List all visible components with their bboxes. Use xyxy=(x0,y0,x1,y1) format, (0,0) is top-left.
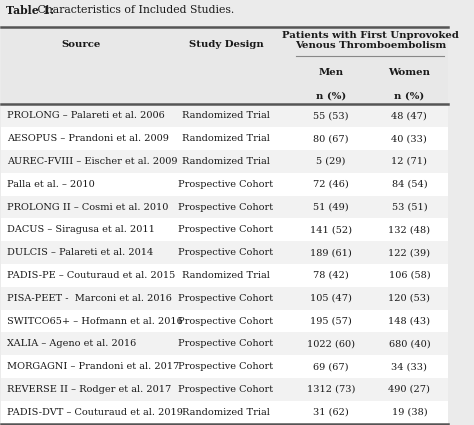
Bar xyxy=(1,378,448,401)
Text: REVERSE II – Rodger et al. 2017: REVERSE II – Rodger et al. 2017 xyxy=(7,385,171,394)
Bar xyxy=(1,401,448,424)
Bar xyxy=(1,218,448,241)
Bar xyxy=(1,127,448,150)
Text: Women: Women xyxy=(388,68,430,77)
Text: 680 (40): 680 (40) xyxy=(389,339,430,348)
Text: Prospective Cohort: Prospective Cohort xyxy=(179,180,273,189)
Text: Prospective Cohort: Prospective Cohort xyxy=(179,339,273,348)
Text: 31 (62): 31 (62) xyxy=(313,408,349,416)
Text: 19 (38): 19 (38) xyxy=(392,408,427,416)
Text: 34 (33): 34 (33) xyxy=(392,362,427,371)
Bar xyxy=(1,196,448,218)
Text: PADIS-PE – Couturaud et al. 2015: PADIS-PE – Couturaud et al. 2015 xyxy=(7,271,175,280)
Text: Randomized Trial: Randomized Trial xyxy=(182,134,270,143)
Text: 72 (46): 72 (46) xyxy=(313,180,349,189)
Bar xyxy=(1,150,448,173)
Text: Prospective Cohort: Prospective Cohort xyxy=(179,248,273,257)
Text: 1022 (60): 1022 (60) xyxy=(307,339,355,348)
Text: MORGAGNI – Prandoni et al. 2017: MORGAGNI – Prandoni et al. 2017 xyxy=(7,362,179,371)
Text: 189 (61): 189 (61) xyxy=(310,248,352,257)
Text: 132 (48): 132 (48) xyxy=(388,225,430,234)
Text: 141 (52): 141 (52) xyxy=(310,225,352,234)
Text: 490 (27): 490 (27) xyxy=(388,385,430,394)
Text: Prospective Cohort: Prospective Cohort xyxy=(179,294,273,303)
Text: Randomized Trial: Randomized Trial xyxy=(182,111,270,120)
Text: 80 (67): 80 (67) xyxy=(313,134,349,143)
Text: 53 (51): 53 (51) xyxy=(392,202,427,212)
Bar xyxy=(1,309,448,332)
Text: n (%): n (%) xyxy=(394,91,424,100)
Text: 1312 (73): 1312 (73) xyxy=(307,385,356,394)
Text: Source: Source xyxy=(61,40,100,48)
Text: 69 (67): 69 (67) xyxy=(313,362,349,371)
Text: PISA-PEET -  Marconi et al. 2016: PISA-PEET - Marconi et al. 2016 xyxy=(7,294,172,303)
Text: Prospective Cohort: Prospective Cohort xyxy=(179,317,273,326)
Text: Prospective Cohort: Prospective Cohort xyxy=(179,385,273,394)
Text: Patients with First Unprovoked
Venous Thromboembolism: Patients with First Unprovoked Venous Th… xyxy=(282,31,459,50)
Text: Table 1:: Table 1: xyxy=(6,5,54,16)
Text: Men: Men xyxy=(319,68,344,77)
Text: Prospective Cohort: Prospective Cohort xyxy=(179,202,273,212)
Text: DULCIS – Palareti et al. 2014: DULCIS – Palareti et al. 2014 xyxy=(7,248,153,257)
Text: PADIS-DVT – Couturaud et al. 2019: PADIS-DVT – Couturaud et al. 2019 xyxy=(7,408,182,416)
Text: 148 (43): 148 (43) xyxy=(388,317,430,326)
Text: Palla et al. – 2010: Palla et al. – 2010 xyxy=(7,180,94,189)
Bar xyxy=(1,27,448,105)
Text: 51 (49): 51 (49) xyxy=(313,202,349,212)
Text: 84 (54): 84 (54) xyxy=(392,180,427,189)
Text: 12 (71): 12 (71) xyxy=(392,157,427,166)
Text: 48 (47): 48 (47) xyxy=(392,111,427,120)
Text: DACUS – Siragusa et al. 2011: DACUS – Siragusa et al. 2011 xyxy=(7,225,155,234)
Text: Study Design: Study Design xyxy=(189,40,264,48)
Text: 5 (29): 5 (29) xyxy=(317,157,346,166)
Text: 106 (58): 106 (58) xyxy=(389,271,430,280)
Text: 195 (57): 195 (57) xyxy=(310,317,352,326)
Bar xyxy=(1,287,448,309)
Text: n (%): n (%) xyxy=(316,91,346,100)
Bar xyxy=(1,241,448,264)
Text: XALIA – Ageno et al. 2016: XALIA – Ageno et al. 2016 xyxy=(7,339,136,348)
Bar xyxy=(1,264,448,287)
Text: Randomized Trial: Randomized Trial xyxy=(182,271,270,280)
Text: 78 (42): 78 (42) xyxy=(313,271,349,280)
Text: Randomized Trial: Randomized Trial xyxy=(182,408,270,416)
Bar xyxy=(1,173,448,196)
Text: 40 (33): 40 (33) xyxy=(392,134,427,143)
Text: SWITCO65+ – Hofmann et al. 2016: SWITCO65+ – Hofmann et al. 2016 xyxy=(7,317,182,326)
Text: 122 (39): 122 (39) xyxy=(388,248,430,257)
Text: PROLONG – Palareti et al. 2006: PROLONG – Palareti et al. 2006 xyxy=(7,111,164,120)
Text: AESOPUS – Prandoni et al. 2009: AESOPUS – Prandoni et al. 2009 xyxy=(7,134,169,143)
Bar xyxy=(1,332,448,355)
Text: 120 (53): 120 (53) xyxy=(388,294,430,303)
Bar xyxy=(1,105,448,127)
Text: 55 (53): 55 (53) xyxy=(313,111,349,120)
Text: Randomized Trial: Randomized Trial xyxy=(182,157,270,166)
Text: AUREC-FVIII – Eischer et al. 2009: AUREC-FVIII – Eischer et al. 2009 xyxy=(7,157,177,166)
Text: PROLONG II – Cosmi et al. 2010: PROLONG II – Cosmi et al. 2010 xyxy=(7,202,168,212)
Text: Characteristics of Included Studies.: Characteristics of Included Studies. xyxy=(34,5,234,15)
Bar xyxy=(1,355,448,378)
Text: Prospective Cohort: Prospective Cohort xyxy=(179,225,273,234)
Text: Prospective Cohort: Prospective Cohort xyxy=(179,362,273,371)
Text: 105 (47): 105 (47) xyxy=(310,294,352,303)
